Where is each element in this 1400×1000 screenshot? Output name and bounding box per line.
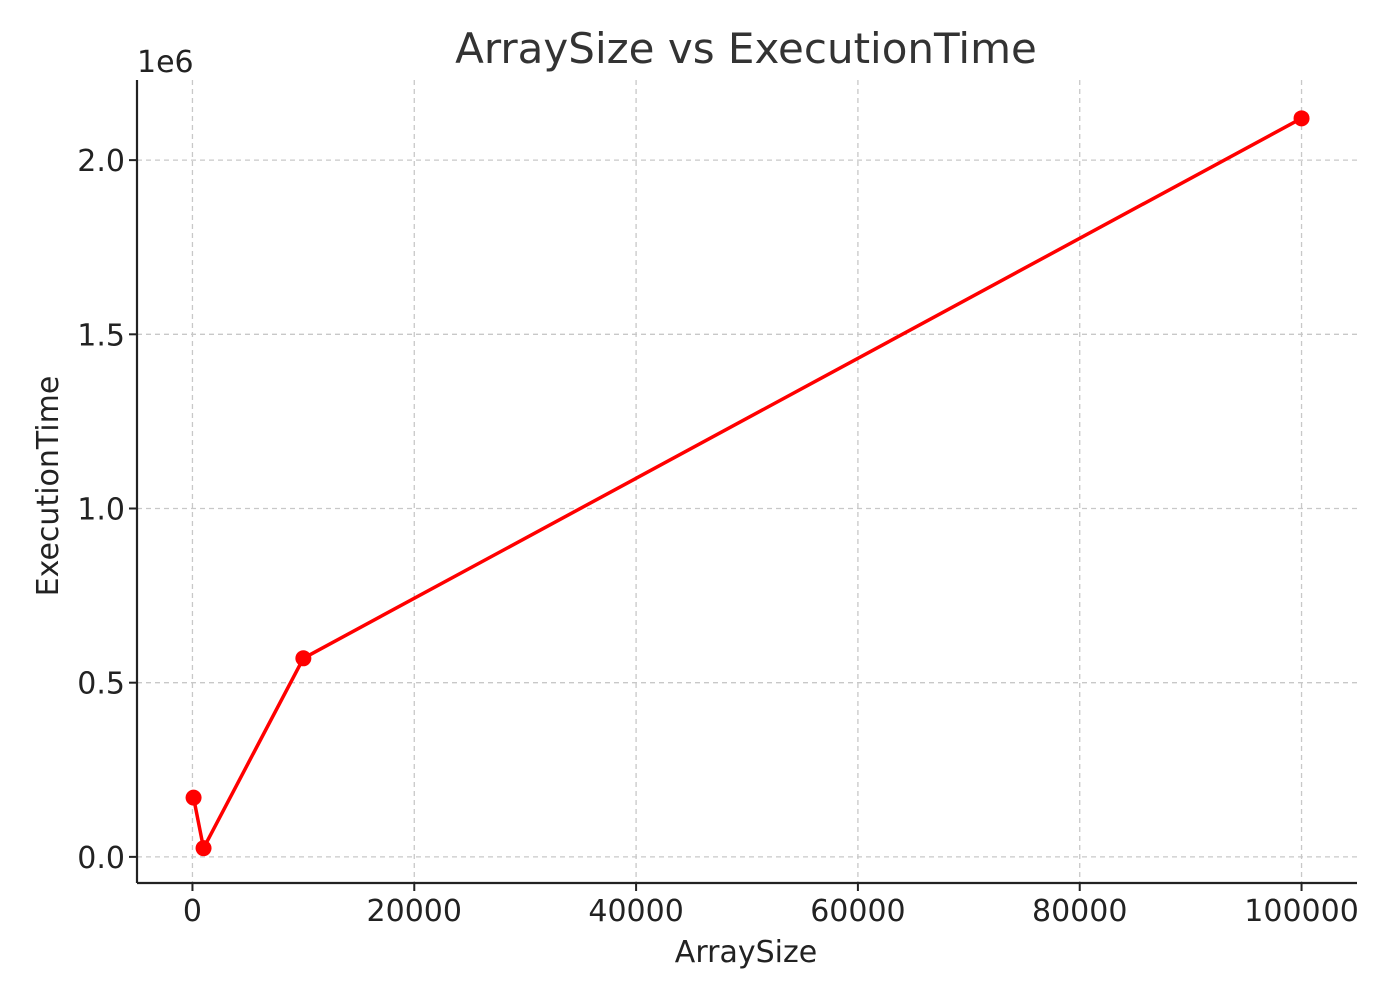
series-layer — [185, 110, 1310, 857]
series-line — [191, 116, 1303, 850]
data-point — [295, 650, 312, 667]
x-tick-label: 80000 — [1032, 894, 1127, 929]
x-tick-label: 20000 — [367, 894, 462, 929]
x-tick-label: 40000 — [588, 894, 683, 929]
y-tick-label: 0.5 — [77, 667, 125, 702]
y-axis-offset-label: 1e6 — [137, 45, 194, 80]
tick-labels: 0 20000 40000 60000 80000 100000 0.0 0.5 1.0 1.5 2… — [77, 144, 1359, 929]
y-tick-label: 2.0 — [77, 144, 125, 179]
x-tick-label: 100000 — [1244, 894, 1359, 929]
y-axis-label: ExecutionTime — [31, 376, 66, 597]
data-point — [1293, 110, 1310, 127]
y-tick-label: 0.0 — [77, 841, 125, 876]
x-tick-label: 0 — [183, 894, 202, 929]
chart-title: ArraySize vs ExecutionTime — [455, 24, 1037, 73]
x-tick-label: 60000 — [810, 894, 905, 929]
y-tick-label: 1.0 — [77, 492, 125, 527]
data-point — [195, 840, 212, 857]
y-tick-label: 1.5 — [77, 318, 125, 353]
data-point — [185, 789, 202, 806]
grid — [137, 80, 1357, 883]
x-axis-label: ArraySize — [675, 935, 817, 970]
axes — [129, 80, 1357, 891]
